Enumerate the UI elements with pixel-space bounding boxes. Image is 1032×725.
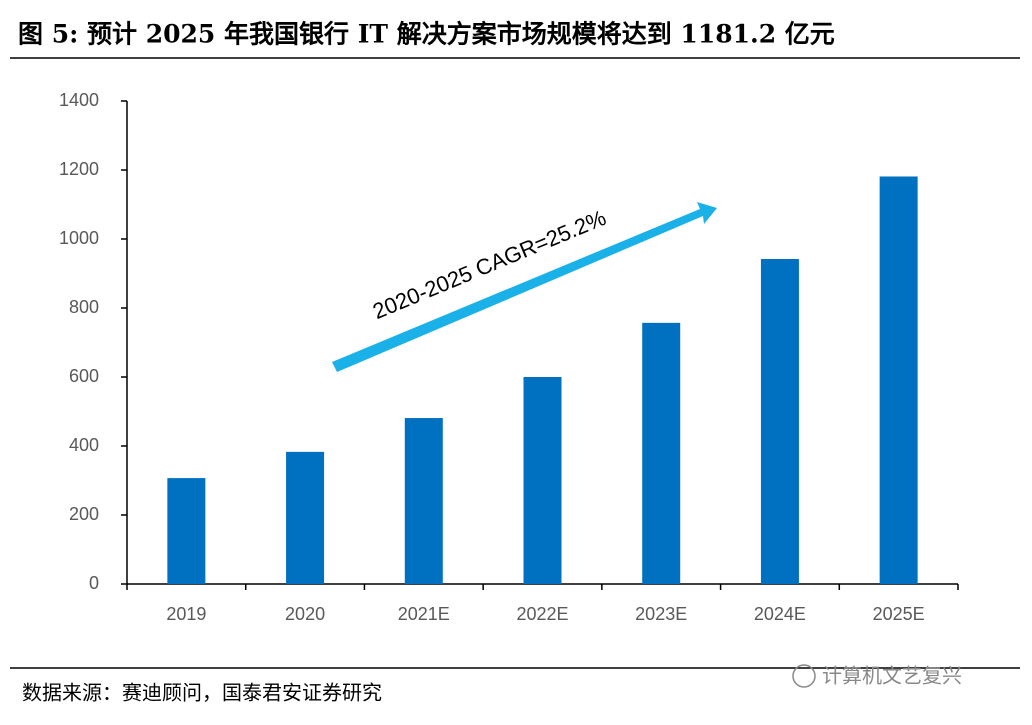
y-tick-label: 200 xyxy=(69,504,99,524)
x-tick-label: 2021E xyxy=(398,604,450,624)
watermark: 计算机文艺复兴 xyxy=(822,664,962,687)
y-tick-label: 1000 xyxy=(59,228,99,248)
cagr-arrow xyxy=(332,202,717,372)
x-tick-label: 2023E xyxy=(635,604,687,624)
bar xyxy=(286,451,325,584)
x-tick-label: 2020 xyxy=(285,604,325,624)
bar xyxy=(760,259,799,584)
watermark-icon xyxy=(792,664,816,688)
bar xyxy=(167,478,206,584)
chart-title: 图 5: 预计 2025 年我国银行 IT 解决方案市场规模将达到 1181.2… xyxy=(18,20,835,49)
bar xyxy=(642,322,681,584)
bar xyxy=(523,377,562,584)
y-tick-label: 0 xyxy=(89,573,99,593)
x-tick-label: 2019 xyxy=(166,604,206,624)
arrow-shape xyxy=(332,202,717,372)
x-tick-label: 2025E xyxy=(873,604,925,624)
bar xyxy=(879,176,918,584)
source: 数据来源：赛迪顾问，国泰君安证券研究 xyxy=(22,681,382,705)
y-tick-label: 600 xyxy=(69,366,99,386)
x-tick-label: 2024E xyxy=(754,604,806,624)
y-tick-label: 800 xyxy=(69,297,99,317)
y-tick-label: 400 xyxy=(69,435,99,455)
y-tick-label: 1400 xyxy=(59,90,99,110)
bar xyxy=(404,418,443,584)
y-tick-label: 1200 xyxy=(59,159,99,179)
x-tick-label: 2022E xyxy=(516,604,568,624)
